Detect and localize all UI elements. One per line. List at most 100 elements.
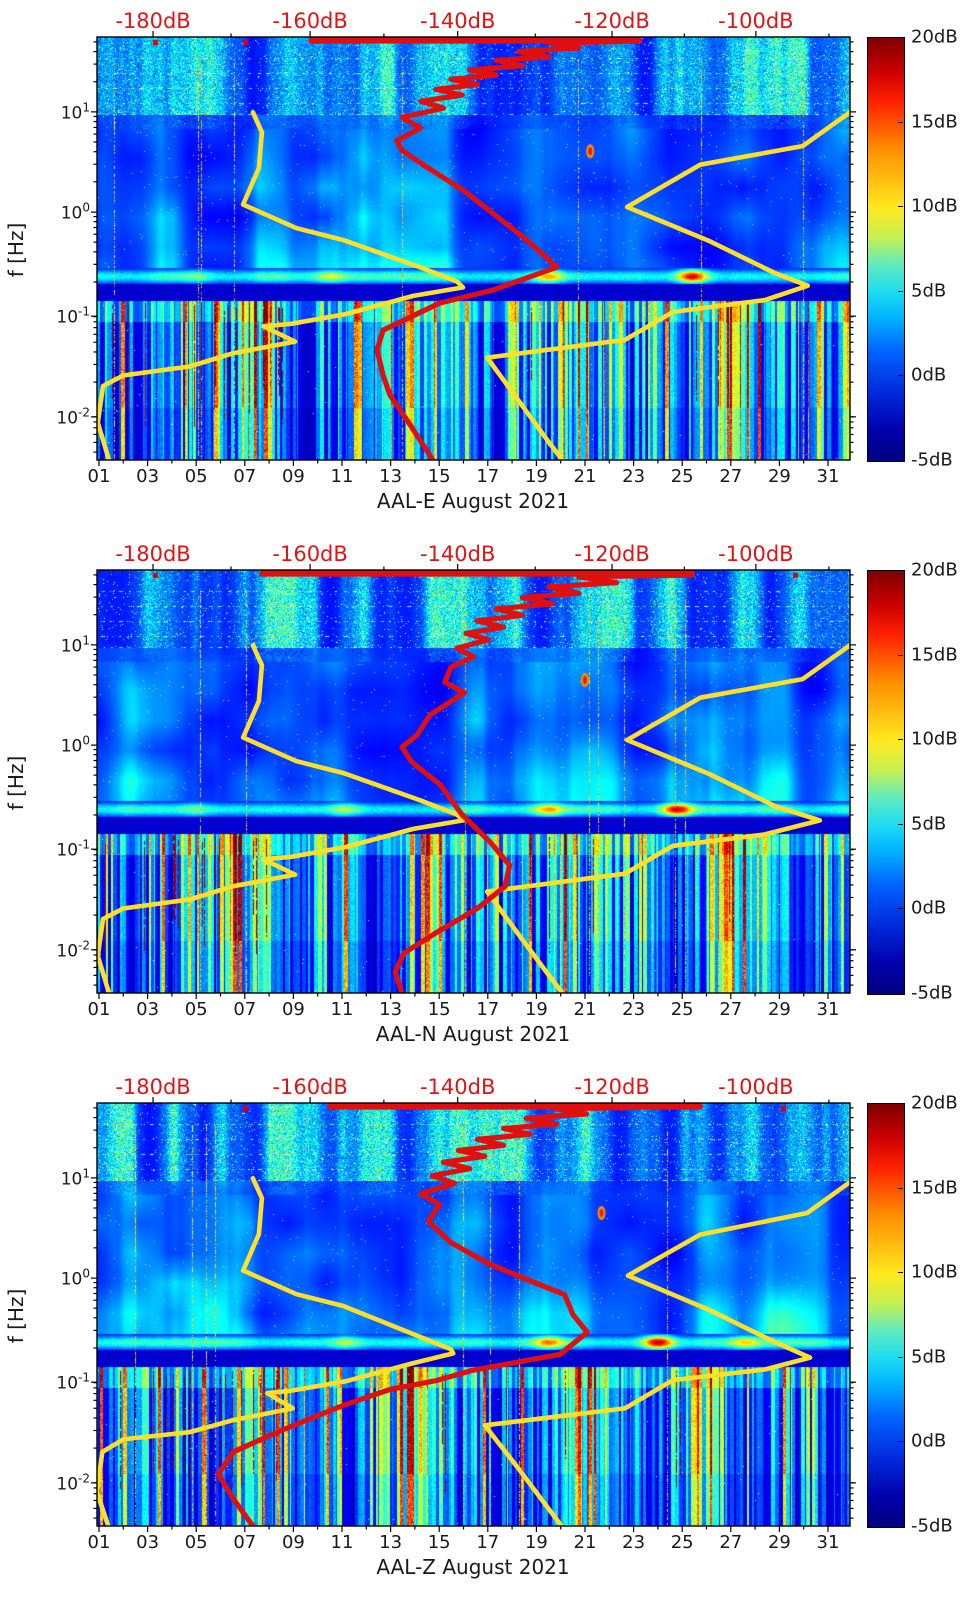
- y-axis-label: f [Hz]: [4, 755, 28, 811]
- colorbar-tick-mark: [898, 823, 903, 825]
- colorbar-tick-label: -5dB: [911, 982, 953, 1004]
- x-axis-tick-label: 29: [767, 466, 791, 487]
- y-axis-tick-label: 10-2: [56, 1471, 90, 1495]
- top-axis-db-label: -120dB: [574, 9, 650, 33]
- spectrogram-canvas: [97, 570, 850, 993]
- top-axis-db-label: -160dB: [272, 542, 348, 566]
- spectrogram-canvas: [97, 37, 850, 460]
- x-axis-tick-label: 17: [476, 466, 500, 487]
- colorbar-tick-mark: [898, 654, 903, 656]
- x-axis-tick-label: 29: [767, 1532, 791, 1553]
- x-axis-tick-label: 19: [524, 999, 548, 1020]
- x-axis-tick-label: 25: [670, 999, 694, 1020]
- colorbar-tick-mark: [898, 1187, 903, 1189]
- top-axis-db-label: -100dB: [718, 1075, 794, 1099]
- spectrogram-panel-aal-n: f [Hz] AAL-N August 2021 -180dB -160dB -14…: [0, 533, 962, 1066]
- x-axis-tick-label: 13: [379, 466, 403, 487]
- colorbar-tick-label: 5dB: [911, 280, 947, 302]
- x-axis-tick-label: 23: [622, 466, 646, 487]
- x-axis-tick-label: 05: [184, 1532, 208, 1553]
- y-axis-tick-label: 101: [60, 100, 90, 124]
- x-axis-tick-label: 03: [136, 1532, 160, 1553]
- x-axis-tick-label: 07: [233, 466, 257, 487]
- x-axis-tick-label: 17: [476, 1532, 500, 1553]
- x-axis-tick-label: 13: [379, 999, 403, 1020]
- y-axis-tick-label: 101: [60, 633, 90, 657]
- colorbar-tick-label: 10dB: [911, 728, 958, 750]
- colorbar-tick-label: 5dB: [911, 1346, 947, 1368]
- top-axis-db-label: -140dB: [419, 1075, 496, 1099]
- x-axis-tick-label: 29: [767, 999, 791, 1020]
- x-axis-tick-label: 17: [476, 999, 500, 1020]
- y-axis-label: f [Hz]: [4, 222, 28, 278]
- y-axis-tick-label: 10-2: [56, 405, 90, 429]
- x-axis-tick-label: 05: [184, 466, 208, 487]
- x-axis-tick-label: 01: [87, 1532, 111, 1553]
- top-axis-db-label: -160dB: [272, 9, 348, 33]
- panel-title: AAL-N August 2021: [375, 1022, 571, 1046]
- top-axis-db-label: -120dB: [574, 1075, 650, 1099]
- y-axis-label: f [Hz]: [4, 1288, 28, 1344]
- x-axis-tick-label: 27: [719, 999, 743, 1020]
- x-axis-tick-label: 25: [670, 1532, 694, 1553]
- x-axis-tick-label: 21: [573, 999, 597, 1020]
- colorbar-tick-label: 10dB: [911, 195, 958, 217]
- colorbar-tick-mark: [898, 1272, 903, 1274]
- x-axis-tick-label: 23: [622, 999, 646, 1020]
- colorbar-tick-label: 0dB: [911, 364, 947, 386]
- x-axis-tick-label: 01: [87, 999, 111, 1020]
- x-axis-tick-label: 15: [427, 1532, 451, 1553]
- y-axis-tick-label: 100: [60, 733, 90, 757]
- x-axis-tick-label: 03: [136, 999, 160, 1020]
- x-axis-tick-label: 11: [330, 1532, 354, 1553]
- colorbar-tick-label: 20dB: [911, 1092, 958, 1114]
- panel-title: AAL-E August 2021: [376, 489, 570, 513]
- spectrogram-panel-aal-z: f [Hz] AAL-Z August 2021 -180dB -160dB -14…: [0, 1066, 962, 1599]
- y-axis-tick-label: 101: [60, 1166, 90, 1190]
- top-axis-db-label: -180dB: [115, 9, 191, 33]
- x-axis-tick-label: 19: [524, 1532, 548, 1553]
- colorbar: [867, 570, 905, 995]
- x-axis-tick-label: 27: [719, 466, 743, 487]
- x-axis-tick-label: 23: [622, 1532, 646, 1553]
- colorbar-tick-label: -5dB: [911, 449, 953, 471]
- x-axis-tick-label: 31: [816, 466, 840, 487]
- colorbar-tick-label: -5dB: [911, 1515, 953, 1537]
- x-axis-tick-label: 27: [719, 1532, 743, 1553]
- x-axis-tick-label: 31: [816, 999, 840, 1020]
- colorbar-tick-mark: [898, 375, 903, 377]
- top-axis-db-label: -100dB: [718, 542, 794, 566]
- x-axis-tick-label: 09: [281, 466, 305, 487]
- x-axis-tick-label: 31: [816, 1532, 840, 1553]
- x-axis-tick-label: 03: [136, 466, 160, 487]
- colorbar-tick-mark: [898, 739, 903, 741]
- colorbar-tick-mark: [898, 121, 903, 123]
- x-axis-tick-label: 07: [233, 999, 257, 1020]
- colorbar: [867, 37, 905, 462]
- x-axis-tick-label: 07: [233, 1532, 257, 1553]
- x-axis-tick-label: 09: [281, 1532, 305, 1553]
- x-axis-tick-label: 15: [427, 999, 451, 1020]
- colorbar-tick-mark: [898, 908, 903, 910]
- x-axis-tick-label: 19: [524, 466, 548, 487]
- top-axis-db-label: -140dB: [419, 9, 496, 33]
- colorbar-tick-label: 20dB: [911, 26, 958, 48]
- x-axis-tick-label: 21: [573, 466, 597, 487]
- x-axis-tick-label: 01: [87, 466, 111, 487]
- colorbar-tick-mark: [898, 1356, 903, 1358]
- colorbar-tick-label: 5dB: [911, 813, 947, 835]
- y-axis-tick-label: 10-1: [56, 1370, 90, 1394]
- x-axis-tick-label: 25: [670, 466, 694, 487]
- colorbar-tick-label: 0dB: [911, 897, 947, 919]
- colorbar: [867, 1103, 905, 1528]
- x-axis-tick-label: 21: [573, 1532, 597, 1553]
- panel-title: AAL-Z August 2021: [376, 1555, 570, 1579]
- colorbar-tick-label: 15dB: [911, 111, 958, 133]
- x-axis-tick-label: 11: [330, 999, 354, 1020]
- colorbar-tick-label: 10dB: [911, 1261, 958, 1283]
- top-axis-db-label: -100dB: [718, 9, 794, 33]
- top-axis-db-label: -120dB: [574, 542, 650, 566]
- colorbar-tick-mark: [898, 290, 903, 292]
- top-axis-db-label: -160dB: [272, 1075, 348, 1099]
- y-axis-tick-label: 10-2: [56, 938, 90, 962]
